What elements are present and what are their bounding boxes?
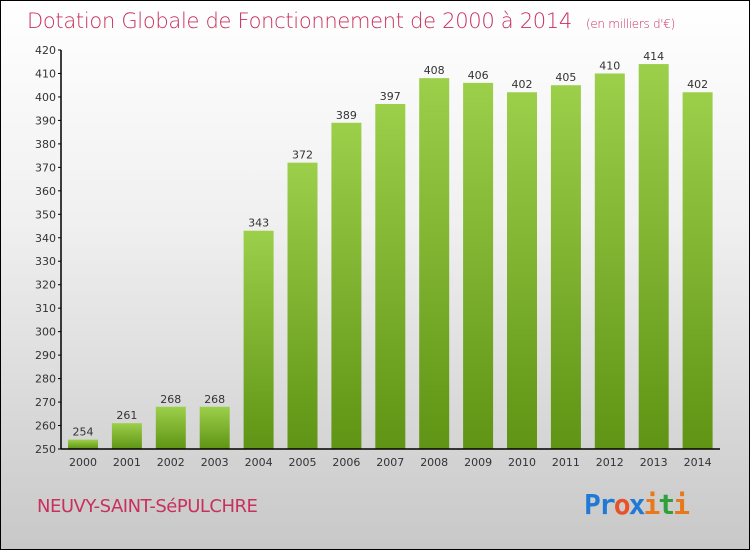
data-label: 397 xyxy=(380,90,401,103)
x-tick-label: 2013 xyxy=(640,456,668,469)
bar xyxy=(419,78,450,449)
x-tick-label: 2003 xyxy=(201,456,229,469)
data-label: 254 xyxy=(73,426,94,439)
y-tick-label: 300 xyxy=(35,326,56,339)
title-text: Dotation Globale de Fonctionnement de 20… xyxy=(27,9,572,33)
logo-letter: o xyxy=(613,488,631,521)
bar xyxy=(331,122,362,450)
bar xyxy=(507,92,537,449)
x-tick-label: 2014 xyxy=(684,456,712,469)
y-tick-label: 260 xyxy=(35,420,56,433)
bar xyxy=(155,406,186,449)
x-tick-label: 2007 xyxy=(376,456,404,469)
bar xyxy=(375,103,406,449)
y-tick-label: 290 xyxy=(35,349,56,362)
y-tick-label: 400 xyxy=(35,91,56,104)
bar xyxy=(68,439,98,449)
bar xyxy=(243,230,274,449)
logo-letter: i xyxy=(673,488,690,521)
data-label: 402 xyxy=(512,78,533,91)
y-tick-label: 280 xyxy=(35,373,56,386)
x-tick-label: 2004 xyxy=(245,456,273,469)
data-label: 410 xyxy=(599,59,620,72)
bar xyxy=(594,73,625,450)
data-label: 402 xyxy=(687,78,708,91)
data-label: 408 xyxy=(424,64,445,77)
bar xyxy=(682,92,713,449)
y-tick-label: 330 xyxy=(35,255,56,268)
data-label: 343 xyxy=(248,217,269,230)
data-label: 268 xyxy=(160,393,181,406)
data-label: 372 xyxy=(292,149,313,162)
y-tick-label: 370 xyxy=(35,161,56,174)
logo-letter: r xyxy=(598,488,616,521)
y-tick-label: 310 xyxy=(35,302,56,315)
x-tick-label: 2008 xyxy=(420,456,448,469)
proxiti-logo: Proxiti xyxy=(584,488,690,521)
x-tick-label: 2005 xyxy=(289,456,317,469)
data-label: 268 xyxy=(204,393,225,406)
x-tick-label: 2002 xyxy=(157,456,185,469)
data-label: 414 xyxy=(643,50,664,63)
bar xyxy=(199,406,230,449)
commune-name: NEUVY-SAINT-SéPULCHRE xyxy=(37,496,258,517)
bar xyxy=(550,85,581,450)
logo-letter: P xyxy=(584,488,601,521)
data-label: 405 xyxy=(555,71,576,84)
x-tick-label: 2006 xyxy=(332,456,360,469)
y-tick-label: 420 xyxy=(35,44,56,57)
y-tick-label: 320 xyxy=(35,279,56,292)
chart-title: Dotation Globale de Fonctionnement de 20… xyxy=(27,9,675,33)
bar xyxy=(287,162,318,450)
y-tick-label: 340 xyxy=(35,232,56,245)
data-label: 406 xyxy=(468,69,489,82)
y-tick-label: 360 xyxy=(35,185,56,198)
x-tick-label: 2009 xyxy=(464,456,492,469)
y-tick-label: 270 xyxy=(35,396,56,409)
y-tick-label: 380 xyxy=(35,138,56,151)
x-tick-label: 2010 xyxy=(508,456,536,469)
unit-label: (en milliers d'€) xyxy=(585,17,675,31)
y-tick-label: 250 xyxy=(35,443,56,456)
y-tick-label: 350 xyxy=(35,208,56,221)
y-tick-label: 410 xyxy=(35,67,56,80)
bar xyxy=(463,82,494,449)
data-label: 261 xyxy=(116,409,137,422)
x-tick-label: 2001 xyxy=(113,456,141,469)
logo-letter: i xyxy=(643,488,660,521)
x-tick-label: 2011 xyxy=(552,456,580,469)
bar xyxy=(638,64,669,450)
data-label: 389 xyxy=(336,109,357,122)
x-tick-label: 2012 xyxy=(596,456,624,469)
logo-letter: t xyxy=(658,488,675,521)
x-tick-label: 2000 xyxy=(69,456,97,469)
logo-letter: x xyxy=(628,488,646,521)
y-tick-label: 390 xyxy=(35,114,56,127)
bar xyxy=(111,423,142,449)
